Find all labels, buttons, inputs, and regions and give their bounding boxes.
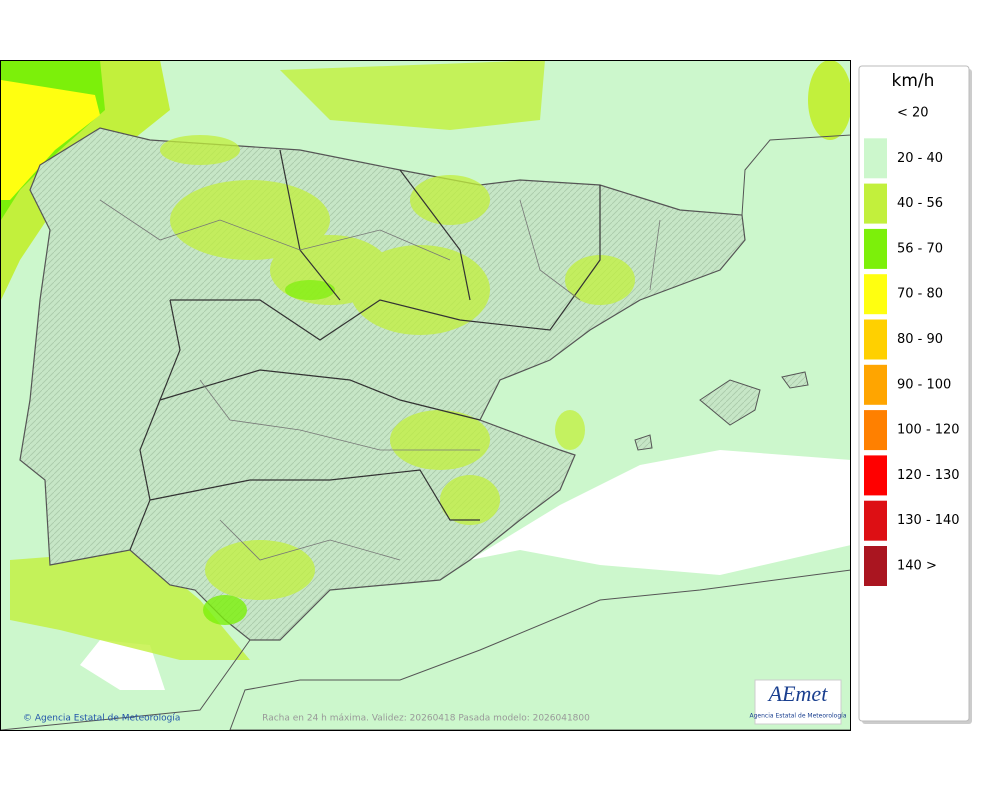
legend-swatch <box>864 455 887 496</box>
iberia <box>19 127 746 641</box>
map-frame <box>0 60 851 731</box>
island <box>781 371 809 389</box>
legend-swatch <box>864 364 887 405</box>
legend-items: < 20 20 - 40 40 - 56 56 - 70 70 - 80 80 - 90 9… <box>864 93 960 586</box>
credit: © Agencia Estatal de Meteorología <box>23 714 180 724</box>
sea-calm <box>80 640 165 690</box>
legend-swatch <box>864 546 887 586</box>
legend-swatch <box>864 319 887 360</box>
legend-label: 80 - 90 <box>897 332 943 347</box>
wind-zone <box>808 60 851 140</box>
legend-swatch <box>864 93 887 133</box>
wind-zone <box>285 280 335 300</box>
meridian <box>1 639 251 730</box>
wind-zone <box>203 595 247 625</box>
france-coast <box>620 60 851 216</box>
wind-zone <box>10 550 250 660</box>
legend-label: 20 - 40 <box>897 151 943 166</box>
logo: AEmet <box>767 681 829 706</box>
map <box>1 60 851 730</box>
legend-label: 130 - 140 <box>897 513 960 528</box>
legend-swatch <box>864 500 887 541</box>
wind-zone <box>280 60 545 130</box>
legend-label: 70 - 80 <box>897 287 943 302</box>
legend-title: km/h <box>892 71 935 91</box>
legend-label: 56 - 70 <box>897 241 943 256</box>
logo-subtitle: Agencia Estatal de Meteorología <box>750 713 847 720</box>
sea-calm <box>470 450 851 575</box>
legend-label: 140 > <box>897 559 937 574</box>
island <box>634 434 653 451</box>
legend-label: 120 - 130 <box>897 468 960 483</box>
legend-label: < 20 <box>897 106 929 121</box>
legend-label: 40 - 56 <box>897 196 943 211</box>
wind-zone <box>1 80 100 200</box>
legend-swatch <box>864 410 887 451</box>
legend-label: 90 - 100 <box>897 377 951 392</box>
legend-label: 100 - 120 <box>897 423 960 438</box>
legend-swatch <box>864 274 887 315</box>
island <box>699 379 761 426</box>
caption: Racha en 24 h máxima. Validez: 20260418 … <box>262 714 590 724</box>
legend-swatch <box>864 183 887 224</box>
legend-swatch <box>864 138 887 179</box>
borders <box>129 149 601 551</box>
legend-swatch <box>864 228 887 269</box>
provinces <box>99 199 661 561</box>
africa <box>229 569 851 730</box>
logo-box <box>754 679 842 725</box>
